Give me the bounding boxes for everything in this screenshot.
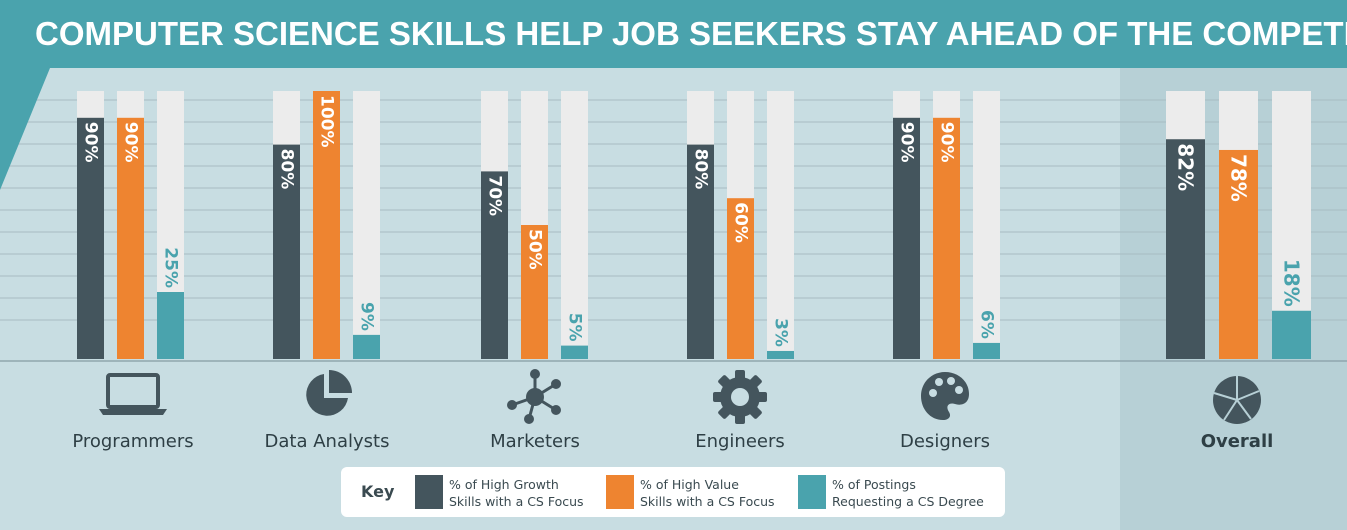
legend-label-line2: Skills with a CS Focus	[640, 493, 800, 510]
bar-value-label: 5%	[565, 313, 585, 342]
bar	[353, 335, 380, 359]
bar-value-label: 82%	[1174, 143, 1198, 191]
bar-value-label: 50%	[525, 229, 545, 270]
legend-swatch	[415, 475, 443, 509]
legend-label: % of Postings Requesting a CS Degree	[832, 476, 992, 510]
category-icons	[99, 369, 1261, 424]
category-label: Data Analysts	[265, 431, 390, 452]
pie-chart-icon	[306, 370, 352, 416]
legend-title: Key	[361, 482, 394, 501]
bar	[561, 346, 588, 359]
legend-label-line2: Skills with a CS Focus	[449, 493, 609, 510]
network-icon	[507, 369, 561, 424]
palette-icon	[921, 372, 969, 420]
bar-value-label: 3%	[771, 318, 791, 347]
bar-value-label: 80%	[691, 149, 711, 190]
bar	[157, 292, 184, 359]
bar-value-label: 9%	[357, 302, 377, 331]
bar-value-label: 80%	[277, 149, 297, 190]
gear-icon	[713, 370, 767, 424]
bar	[1272, 311, 1311, 359]
legend-swatch	[798, 475, 826, 509]
bar-value-label: 90%	[121, 122, 141, 163]
bar-value-label: 25%	[161, 247, 181, 288]
bar-value-label: 78%	[1227, 154, 1251, 202]
bar-value-label: 18%	[1280, 259, 1304, 307]
laptop-icon	[99, 375, 167, 415]
category-label: Marketers	[490, 431, 580, 452]
bar-value-label: 90%	[897, 122, 917, 163]
category-label: Engineers	[695, 431, 785, 452]
bar-value-label: 70%	[485, 175, 505, 216]
chart-title: COMPUTER SCIENCE SKILLS HELP JOB SEEKERS…	[35, 15, 1347, 52]
category-label: Designers	[900, 431, 990, 452]
legend-label-line1: % of High Growth	[449, 476, 609, 493]
bar-value-label: 90%	[81, 122, 101, 163]
bar	[767, 351, 794, 359]
pie-chart-icon	[1213, 376, 1261, 424]
legend-label-line1: % of Postings	[832, 476, 992, 493]
category-label: Overall	[1201, 431, 1274, 452]
legend-label: % of High Value Skills with a CS Focus	[640, 476, 800, 510]
legend-label-line1: % of High Value	[640, 476, 800, 493]
legend-swatch	[606, 475, 634, 509]
category-label: Programmers	[72, 431, 193, 452]
legend-label: % of High Growth Skills with a CS Focus	[449, 476, 609, 510]
legend-label-line2: Requesting a CS Degree	[832, 493, 992, 510]
category-labels: Programmers Data Analysts Marketers Enginee…	[72, 431, 1273, 452]
bar	[973, 343, 1000, 359]
bar-value-label: 100%	[317, 95, 337, 148]
bar-value-label: 90%	[937, 122, 957, 163]
bar-value-label: 60%	[731, 202, 751, 243]
legend: Key % of High Growth Skills with a CS Fo…	[341, 467, 1005, 517]
bar-value-label: 6%	[977, 310, 997, 339]
